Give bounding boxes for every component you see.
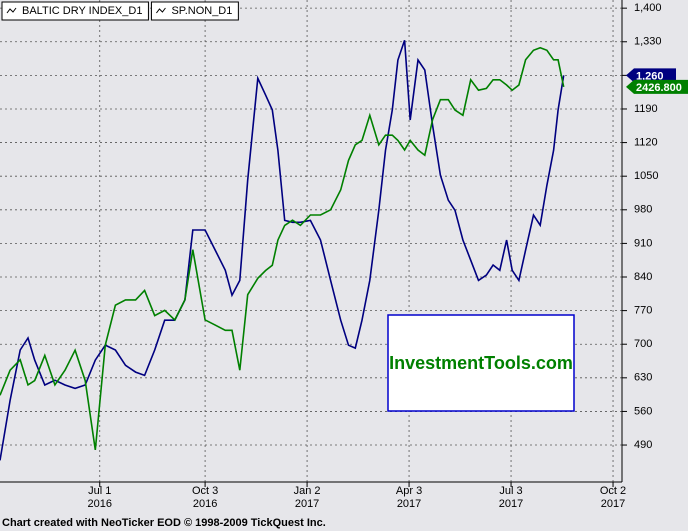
legend-item: SP.NON_D1 bbox=[150, 1, 239, 21]
x-tick-label: Jan 2 bbox=[294, 485, 321, 497]
series-line bbox=[0, 46, 565, 451]
legend-item: BALTIC DRY INDEX_D1 bbox=[1, 1, 149, 21]
watermark: InvestmentTools.com bbox=[389, 353, 573, 373]
y-tick-label: 1050 bbox=[634, 170, 658, 182]
y-tick-label: 700 bbox=[634, 338, 652, 350]
legend-label: SP.NON_D1 bbox=[171, 5, 232, 17]
y-tick-label: 630 bbox=[634, 372, 652, 384]
plot bbox=[0, 0, 622, 482]
y-tick-label: 840 bbox=[634, 271, 652, 283]
y-tick-label: 1,330 bbox=[634, 36, 662, 48]
x-tick-label: Oct 3 bbox=[192, 485, 218, 497]
x-tick-label: 2017 bbox=[601, 498, 625, 510]
watermark-box bbox=[387, 314, 575, 412]
x-tick-label: 2017 bbox=[295, 498, 319, 510]
x-tick-label: Oct 2 bbox=[600, 485, 626, 497]
y-tick-label: 980 bbox=[634, 204, 652, 216]
last-value-label: 2426.800 bbox=[636, 82, 682, 94]
y-tick-label: 770 bbox=[634, 305, 652, 317]
series-line bbox=[0, 40, 565, 461]
x-tick-label: Apr 3 bbox=[396, 485, 422, 497]
y-tick-label: 910 bbox=[634, 237, 652, 249]
legend-box bbox=[150, 1, 239, 21]
legend-label: BALTIC DRY INDEX_D1 bbox=[22, 5, 142, 17]
y-tick-label: 1120 bbox=[634, 136, 658, 148]
legend-box bbox=[1, 1, 149, 21]
x-tick-label: 2016 bbox=[88, 498, 112, 510]
x-tick-label: 2017 bbox=[397, 498, 421, 510]
legend-swatch bbox=[156, 7, 166, 14]
x-tick-label: 2017 bbox=[499, 498, 523, 510]
y-tick-label: 1190 bbox=[634, 103, 658, 115]
x-tick-label: Jul 1 bbox=[88, 485, 111, 497]
legend-swatch bbox=[6, 7, 17, 14]
last-value-tag bbox=[626, 79, 688, 94]
x-tick-label: 2016 bbox=[193, 498, 217, 510]
x-tick-label: Jul 3 bbox=[499, 485, 522, 497]
y-tick-label: 560 bbox=[634, 405, 652, 417]
y-tick-label: 490 bbox=[634, 439, 652, 451]
y-tick-label: 1,400 bbox=[634, 2, 662, 14]
footer: Chart created with NeoTicker EOD © 1998-… bbox=[2, 517, 326, 529]
last-value-label: 1,260 bbox=[636, 70, 664, 82]
last-value-tag bbox=[626, 68, 676, 83]
